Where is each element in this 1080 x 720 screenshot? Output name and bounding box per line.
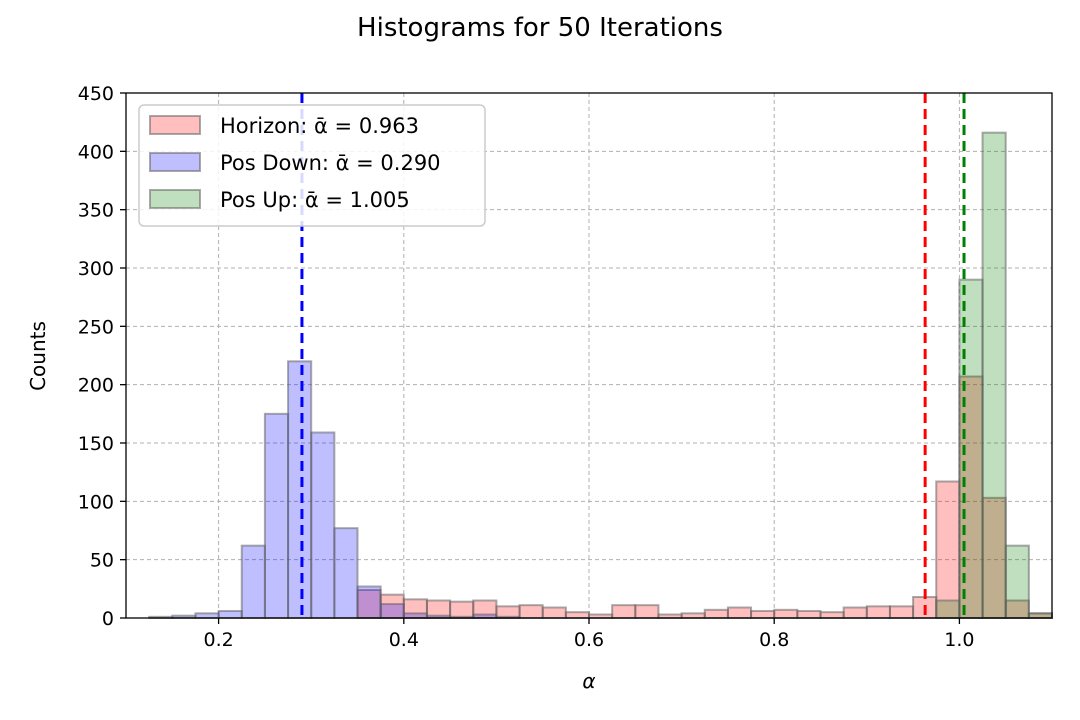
y-tick-label: 350 [78, 200, 114, 222]
histogram-bar [935, 480, 961, 619]
histogram-bar [773, 608, 799, 619]
y-tick-label: 100 [78, 491, 114, 513]
histogram-bar [888, 605, 915, 619]
bars-layer [148, 131, 1053, 620]
histogram-bar [981, 131, 1007, 620]
y-tick-label: 200 [78, 375, 114, 397]
legend-box [138, 104, 486, 227]
y-tick-label: 150 [78, 433, 114, 455]
y-tick-label: 300 [78, 258, 114, 280]
histogram-bar [935, 599, 961, 619]
histogram-bar [379, 603, 405, 619]
legend-label: Pos Up: ᾱ = 1.005 [220, 188, 410, 212]
series-pos-down [148, 360, 521, 620]
histogram-bar [703, 608, 729, 619]
series-horizon [356, 375, 1053, 620]
y-tick-label: 50 [90, 550, 114, 572]
histogram-bar [796, 610, 822, 619]
histogram-bar [541, 606, 567, 619]
histogram-bar [564, 611, 590, 620]
histogram-bar [680, 612, 706, 619]
histogram-bar [263, 412, 290, 620]
legend-swatch [149, 152, 201, 172]
histogram-bar [449, 600, 475, 620]
legend-label: Horizon: ᾱ = 0.963 [220, 114, 419, 138]
legend-swatch [149, 115, 201, 135]
histogram-bar [819, 611, 845, 620]
ticks-layer: 0.2 0.4 0.6 0.8 1.0 0 50 100 150 200 250 300 350 400 4… [78, 83, 975, 651]
histogram-bar [402, 612, 428, 619]
histogram-bar [865, 605, 891, 619]
x-tick-label: 0.6 [574, 629, 604, 651]
histogram-bar [240, 544, 266, 620]
histogram-bar [611, 604, 637, 620]
histogram-bar [287, 360, 313, 619]
y-tick-label: 450 [78, 83, 114, 105]
y-axis-title: Counts [26, 321, 50, 391]
x-axis-title: α [582, 669, 595, 693]
y-tick-label: 250 [78, 316, 114, 338]
histogram-bar [1004, 544, 1030, 620]
histogram-bar [333, 527, 359, 620]
x-tick-label: 0.8 [759, 629, 789, 651]
histogram-bar [726, 606, 753, 619]
y-tick-label: 0 [102, 608, 114, 630]
histogram-bar [217, 610, 243, 619]
x-tick-label: 0.2 [203, 629, 233, 651]
legend: Horizon: ᾱ = 0.963 Pos Down: ᾱ = 0.290 Pos… [138, 104, 486, 227]
histogram-bar [194, 612, 220, 619]
histogram-bar [310, 431, 336, 619]
histogram-bar [634, 604, 660, 620]
x-tick-label: 0.4 [389, 629, 419, 651]
histogram-bar [518, 604, 544, 620]
histogram-bar [750, 610, 776, 619]
histogram-bar [842, 606, 868, 619]
legend-label: Pos Down: ᾱ = 0.290 [220, 151, 441, 175]
y-tick-label: 400 [78, 141, 114, 163]
histogram-bar [1027, 612, 1053, 619]
x-tick-label: 1.0 [944, 629, 974, 651]
histogram-bar [356, 585, 382, 619]
chart-title: Histograms for 50 Iterations [357, 13, 723, 43]
legend-swatch [149, 189, 201, 209]
